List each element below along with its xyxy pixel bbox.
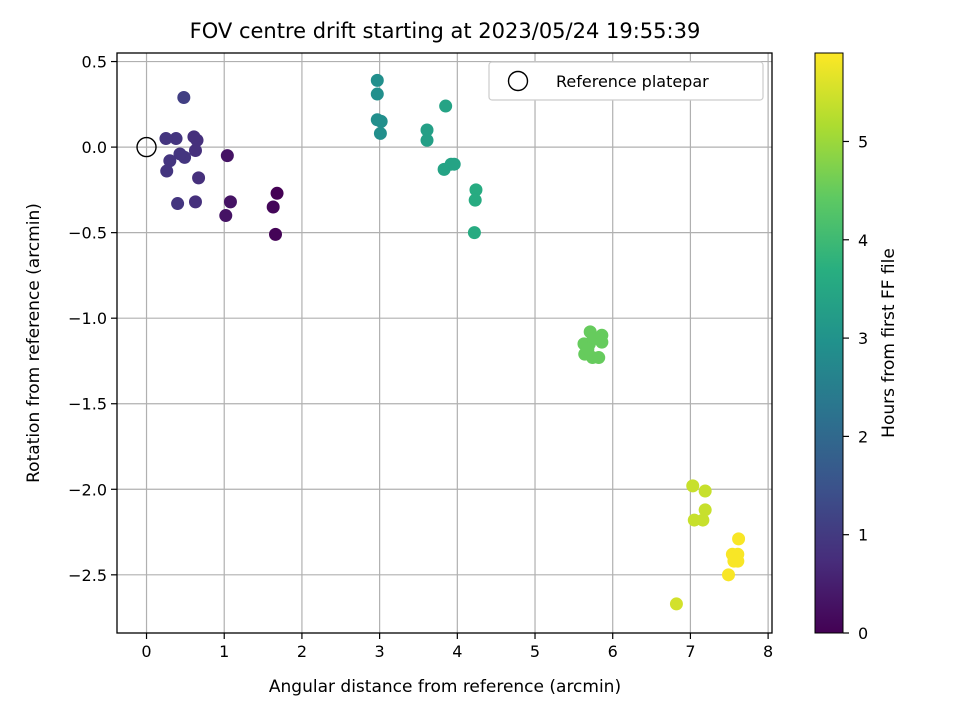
scatter-point [468,193,482,207]
chart-title: FOV centre drift starting at 2023/05/24 … [190,19,701,43]
scatter-point [686,479,700,493]
scatter-point [173,147,187,161]
scatter-point [420,123,434,137]
scatter-point [192,171,206,185]
scatter-point [188,195,202,209]
scatter-point [160,164,174,178]
x-tick-label: 2 [297,642,307,661]
y-tick-label: −1.0 [68,309,107,328]
scatter-point [188,144,202,158]
x-axis-ticks: 0 1 2 3 4 5 6 7 8 [141,633,773,661]
scatter-point [581,342,595,356]
scatter-point [669,597,683,611]
grid-lines [117,53,772,633]
x-tick-label: 3 [375,642,385,661]
scatter-point [698,503,712,517]
scatter-point [731,554,745,568]
scatter-point [420,133,434,147]
scatter-point [171,197,185,211]
colorbar-tick-label: 2 [858,427,868,446]
colorbar-ticks: 0 1 2 3 4 5 [843,132,868,643]
data-points [159,73,746,611]
scatter-point [220,149,234,163]
x-tick-label: 7 [685,642,695,661]
y-tick-label: 0.0 [82,138,107,157]
colorbar-tick-label: 0 [858,624,868,643]
scatter-point [370,73,384,87]
scatter-point [177,90,191,104]
scatter-point [169,132,183,146]
y-axis-label: Rotation from reference (arcmin) [24,203,44,483]
scatter-point [219,209,233,223]
scatter-point [266,200,280,214]
scatter-point [163,154,177,168]
y-axis-ticks: 0.5 0.0 −0.5 −1.0 −1.5 −2.0 −2.5 [68,53,117,585]
scatter-point [698,484,712,498]
colorbar-tick-label: 3 [858,329,868,348]
y-tick-label: −1.5 [68,395,107,414]
x-axis-label: Angular distance from reference (arcmin) [269,677,621,697]
x-tick-label: 0 [141,642,151,661]
scatter-point [374,114,388,128]
scatter-point [721,568,735,582]
legend: Reference platepar [488,61,764,101]
scatter-point [439,99,453,113]
x-tick-label: 1 [219,642,229,661]
scatter-point [270,186,284,200]
legend-marker-icon [507,70,529,92]
colorbar-tick-label: 1 [858,526,868,545]
colorbar-tick-label: 5 [858,132,868,151]
scatter-point [592,351,606,365]
scatter-point [370,87,384,101]
scatter-point [696,513,710,527]
colorbar-tick-label: 4 [858,231,868,250]
colorbar [814,52,844,634]
x-tick-label: 6 [608,642,618,661]
scatter-point [467,226,481,240]
y-tick-label: −0.5 [68,224,107,243]
x-tick-label: 4 [452,642,462,661]
x-tick-label: 5 [530,642,540,661]
scatter-point [373,126,387,140]
scatter-point [187,130,201,144]
y-tick-label: 0.5 [82,53,107,72]
scatter-point [732,532,746,546]
plot-frame [116,52,773,634]
legend-label: Reference platepar [556,72,709,91]
scatter-point [159,132,173,146]
scatter-point [269,227,283,241]
scatter-point [595,335,609,349]
legend-box [488,61,764,101]
reference-platepar-marker [136,136,157,158]
x-tick-label: 8 [763,642,773,661]
scatter-point [469,183,483,197]
scatter-point [223,195,237,209]
scatter-point [447,157,461,171]
y-tick-label: −2.5 [68,566,107,585]
colorbar-label: Hours from first FF file [879,248,899,438]
y-tick-label: −2.0 [68,480,107,499]
